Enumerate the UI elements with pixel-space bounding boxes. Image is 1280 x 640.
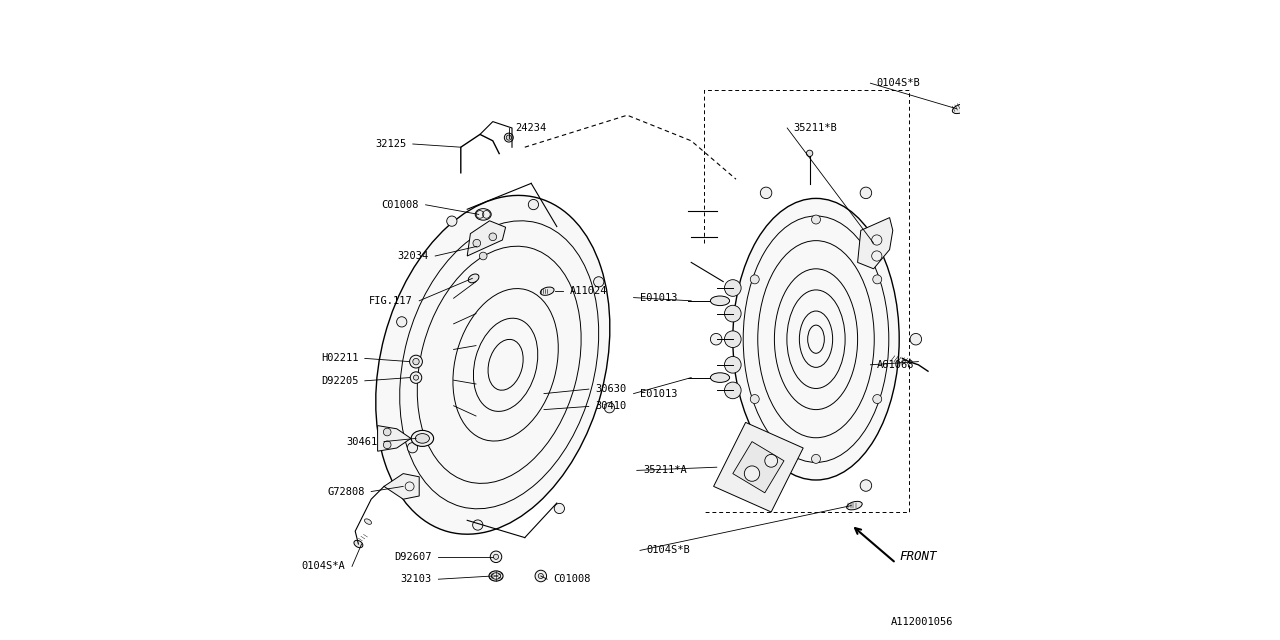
Polygon shape bbox=[384, 474, 420, 499]
Circle shape bbox=[490, 551, 502, 563]
Circle shape bbox=[860, 187, 872, 198]
Circle shape bbox=[724, 356, 741, 373]
Text: FRONT: FRONT bbox=[900, 550, 937, 563]
Circle shape bbox=[760, 187, 772, 198]
Circle shape bbox=[604, 403, 614, 413]
Ellipse shape bbox=[710, 372, 730, 383]
Circle shape bbox=[412, 358, 420, 365]
Circle shape bbox=[724, 382, 741, 399]
Text: C01008: C01008 bbox=[381, 200, 420, 210]
Text: 24234: 24234 bbox=[516, 123, 547, 133]
Circle shape bbox=[413, 375, 419, 380]
Text: D92205: D92205 bbox=[321, 376, 358, 386]
Circle shape bbox=[506, 135, 511, 140]
Circle shape bbox=[384, 428, 392, 436]
Text: 0104S*B: 0104S*B bbox=[646, 545, 690, 556]
Circle shape bbox=[812, 454, 820, 463]
Polygon shape bbox=[858, 218, 893, 269]
Circle shape bbox=[384, 441, 392, 449]
Text: A112001056: A112001056 bbox=[891, 617, 954, 627]
Ellipse shape bbox=[355, 540, 362, 548]
Text: 32103: 32103 bbox=[401, 574, 433, 584]
Circle shape bbox=[873, 395, 882, 404]
Circle shape bbox=[539, 573, 543, 579]
Ellipse shape bbox=[846, 501, 863, 510]
Text: G72808: G72808 bbox=[328, 486, 365, 497]
Text: 0104S*A: 0104S*A bbox=[302, 561, 346, 572]
Ellipse shape bbox=[415, 434, 430, 444]
Text: 35211*B: 35211*B bbox=[794, 123, 837, 133]
Circle shape bbox=[594, 276, 604, 287]
Ellipse shape bbox=[489, 571, 503, 581]
Text: A61068: A61068 bbox=[877, 360, 914, 370]
Circle shape bbox=[910, 333, 922, 345]
Ellipse shape bbox=[952, 104, 968, 113]
Text: FIG.117: FIG.117 bbox=[369, 296, 412, 306]
Text: 0104S*B: 0104S*B bbox=[877, 78, 920, 88]
Text: 30410: 30410 bbox=[595, 401, 626, 412]
Text: 35211*A: 35211*A bbox=[644, 465, 687, 476]
Text: C01008: C01008 bbox=[554, 574, 591, 584]
Text: 30630: 30630 bbox=[595, 384, 626, 394]
Ellipse shape bbox=[710, 296, 730, 306]
Text: E01013: E01013 bbox=[640, 292, 677, 303]
Circle shape bbox=[812, 215, 820, 224]
Polygon shape bbox=[378, 426, 411, 451]
Circle shape bbox=[554, 503, 564, 513]
Ellipse shape bbox=[492, 573, 500, 579]
Circle shape bbox=[724, 305, 741, 322]
Text: 32034: 32034 bbox=[398, 251, 429, 261]
Polygon shape bbox=[714, 422, 804, 512]
Circle shape bbox=[745, 466, 760, 481]
Text: 32125: 32125 bbox=[375, 139, 407, 149]
Circle shape bbox=[410, 355, 422, 368]
Circle shape bbox=[407, 443, 417, 453]
Text: E01013: E01013 bbox=[640, 388, 677, 399]
Polygon shape bbox=[732, 442, 783, 493]
Ellipse shape bbox=[475, 209, 492, 220]
Circle shape bbox=[529, 200, 539, 210]
Circle shape bbox=[750, 394, 759, 404]
Text: D92607: D92607 bbox=[394, 552, 433, 562]
Ellipse shape bbox=[540, 287, 554, 295]
Ellipse shape bbox=[732, 198, 900, 480]
Text: H02211: H02211 bbox=[321, 353, 358, 364]
Circle shape bbox=[806, 150, 813, 157]
Ellipse shape bbox=[376, 195, 609, 534]
Ellipse shape bbox=[365, 519, 371, 524]
Circle shape bbox=[873, 275, 882, 284]
Circle shape bbox=[489, 233, 497, 241]
Circle shape bbox=[474, 239, 481, 247]
Circle shape bbox=[472, 520, 483, 530]
Circle shape bbox=[504, 133, 513, 142]
Text: 30461: 30461 bbox=[347, 436, 378, 447]
Circle shape bbox=[447, 216, 457, 227]
Circle shape bbox=[410, 372, 422, 383]
Circle shape bbox=[765, 454, 778, 467]
Circle shape bbox=[494, 554, 499, 559]
Ellipse shape bbox=[468, 274, 479, 283]
Circle shape bbox=[724, 280, 741, 296]
Circle shape bbox=[724, 331, 741, 348]
Circle shape bbox=[750, 275, 759, 284]
Circle shape bbox=[860, 480, 872, 492]
Ellipse shape bbox=[411, 431, 434, 447]
Circle shape bbox=[397, 317, 407, 327]
Polygon shape bbox=[467, 221, 506, 256]
Circle shape bbox=[480, 252, 486, 260]
Circle shape bbox=[535, 570, 547, 582]
Text: A11024: A11024 bbox=[570, 286, 607, 296]
Circle shape bbox=[710, 333, 722, 345]
Circle shape bbox=[760, 480, 772, 492]
